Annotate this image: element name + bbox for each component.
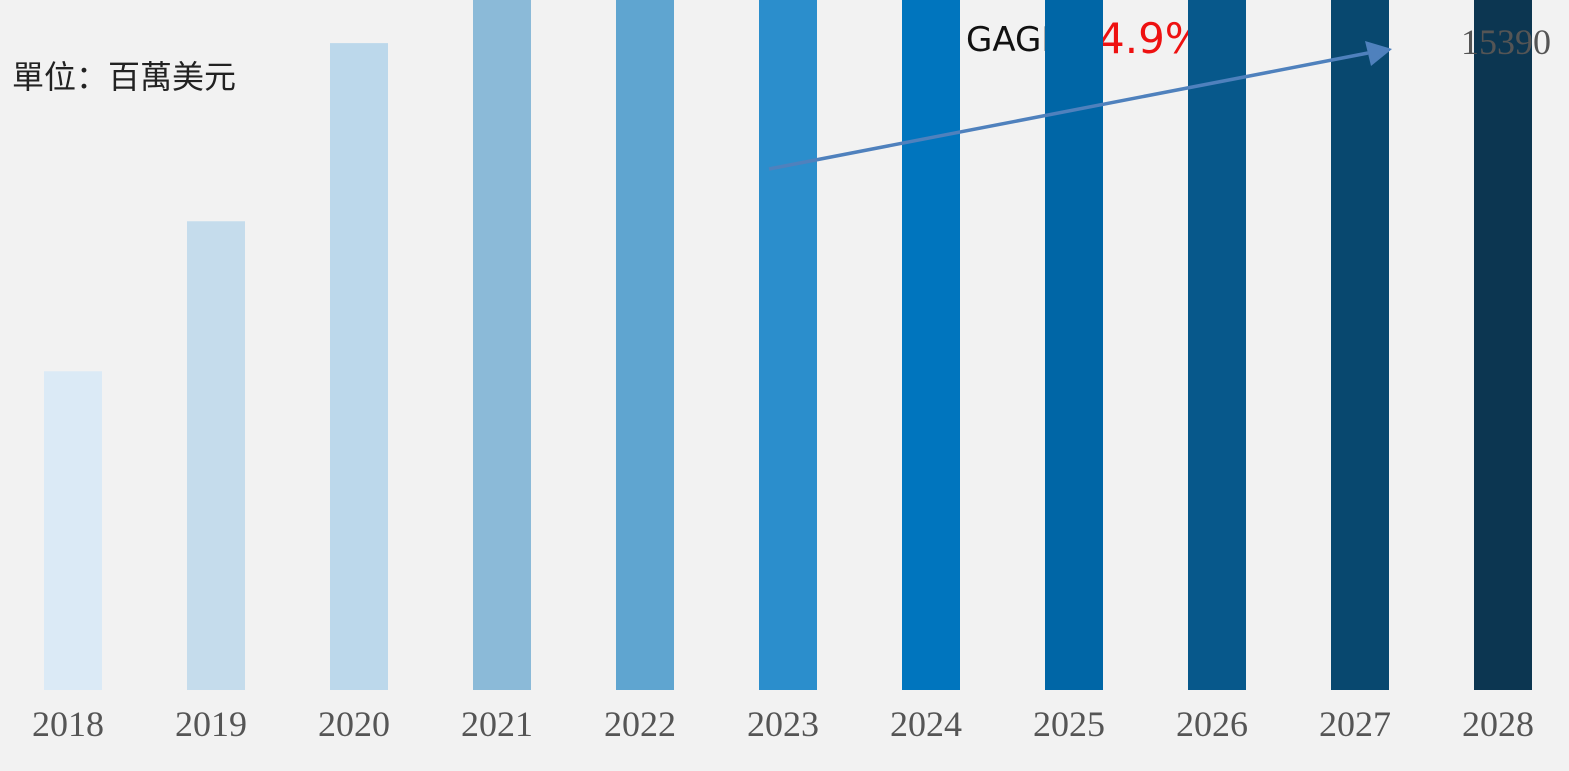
bar-2019 xyxy=(187,221,245,690)
x-tick-label: 2021 xyxy=(461,704,533,744)
bars-group xyxy=(44,0,1532,690)
x-tick-label: 2018 xyxy=(32,704,104,744)
x-tick-label: 2025 xyxy=(1033,704,1105,744)
bar-2018 xyxy=(44,371,102,690)
bar-2023 xyxy=(759,0,817,690)
x-axis-ticks: 2018 2019 2020 2021 2022 2023 2024 2025 2026 2027… xyxy=(32,704,1534,744)
x-tick-label: 2028 xyxy=(1462,704,1534,744)
bar-2025 xyxy=(1045,0,1103,690)
bar-2026 xyxy=(1188,0,1246,690)
bar-2020 xyxy=(330,43,388,690)
data-label: 15390 xyxy=(1461,22,1551,62)
x-tick-label: 2019 xyxy=(175,704,247,744)
bar-2021 xyxy=(473,0,531,690)
cagr-value: 4.9% xyxy=(1098,14,1205,63)
trend-arrow-line xyxy=(768,51,1369,171)
unit-label: 單位：百萬美元 xyxy=(12,58,237,96)
bar-2028 xyxy=(1474,0,1532,690)
bar-2024 xyxy=(902,0,960,690)
trend-arrow xyxy=(768,41,1392,171)
x-tick-label: 2026 xyxy=(1176,704,1248,744)
trend-arrow-head xyxy=(1365,41,1392,66)
x-tick-label: 2023 xyxy=(747,704,819,744)
bar-2027 xyxy=(1331,0,1389,690)
x-tick-label: 2020 xyxy=(318,704,390,744)
x-tick-label: 2022 xyxy=(604,704,676,744)
x-tick-label: 2024 xyxy=(890,704,962,744)
bar-2022 xyxy=(616,0,674,690)
data-labels: 1155015390 xyxy=(1461,22,1551,62)
x-tick-label: 2027 xyxy=(1319,704,1391,744)
